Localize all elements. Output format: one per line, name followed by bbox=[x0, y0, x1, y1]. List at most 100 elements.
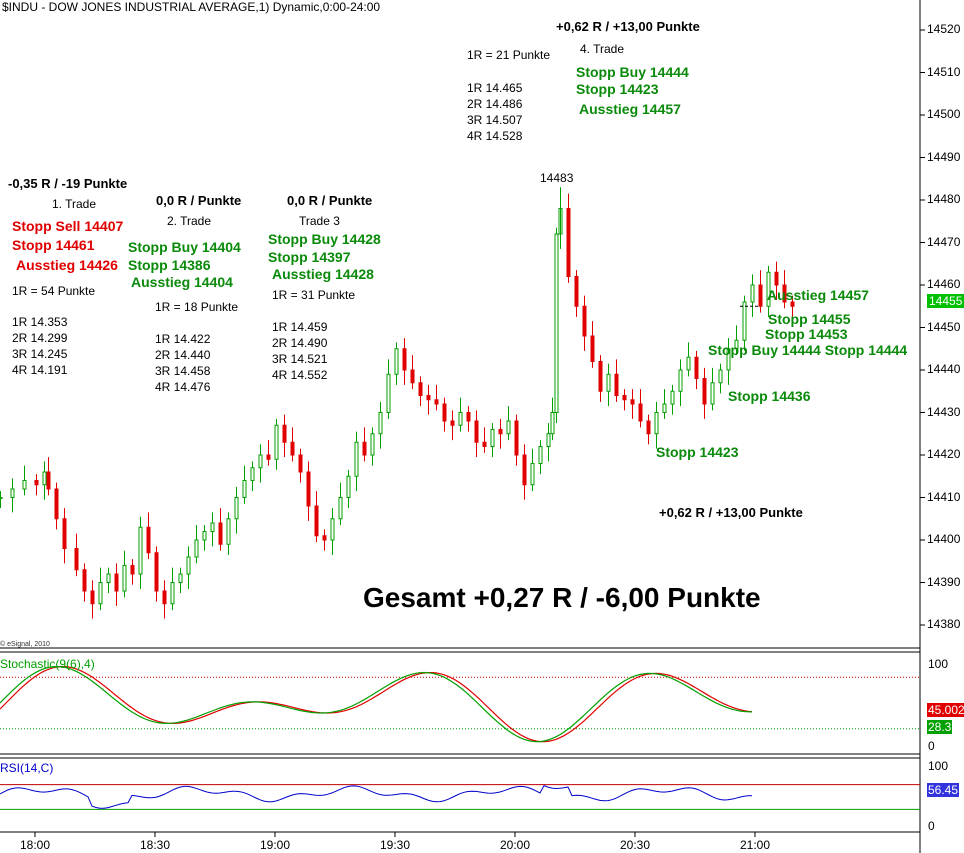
trade3-stop: Stopp 14397 bbox=[268, 249, 351, 265]
trade1-stop: Stopp 14461 bbox=[12, 237, 95, 253]
trade3-levels: 1R 14.459 2R 14.490 3R 14.521 4R 14.552 bbox=[272, 320, 328, 382]
trade1-exit: Ausstieg 14426 bbox=[16, 257, 118, 273]
candle-body bbox=[458, 412, 463, 426]
candle-body bbox=[522, 454, 527, 486]
price-tick-label: 14520 bbox=[927, 22, 961, 36]
candle-body bbox=[774, 271, 779, 286]
total-result: Gesamt +0,27 R / -6,00 Punkte bbox=[363, 582, 761, 613]
time-tick-label: 19:00 bbox=[259, 838, 291, 852]
candle-body bbox=[750, 284, 755, 303]
candle-body bbox=[338, 497, 343, 520]
price-tick-label: 14490 bbox=[927, 149, 961, 164]
price-tick-label: 14410 bbox=[927, 489, 961, 504]
candle-body bbox=[74, 548, 79, 571]
candle-body bbox=[490, 429, 495, 447]
candle-body bbox=[614, 373, 619, 396]
candle-body bbox=[290, 441, 295, 456]
candle-body bbox=[226, 518, 231, 545]
right-stop3: Stopp 14436 bbox=[728, 388, 811, 404]
candle-body bbox=[678, 369, 683, 392]
candle-body bbox=[550, 412, 555, 435]
candle-body bbox=[426, 395, 431, 401]
candle-body bbox=[98, 582, 103, 605]
time-tick-label: 20:30 bbox=[619, 838, 651, 852]
candle-body bbox=[162, 590, 167, 605]
candle-body bbox=[274, 424, 279, 460]
trade4-exit: Ausstieg 14457 bbox=[579, 101, 681, 117]
candle-body bbox=[354, 441, 359, 477]
candle-body bbox=[146, 526, 151, 554]
candle-body bbox=[782, 284, 787, 303]
stochastic-label: Stochastic(9(6),4) bbox=[0, 657, 95, 671]
candle-body bbox=[638, 403, 643, 422]
candle-body bbox=[402, 348, 407, 371]
trade2-stop: Stopp 14386 bbox=[128, 257, 211, 273]
price-tick-label: 14400 bbox=[927, 532, 961, 546]
candle-body bbox=[766, 271, 771, 307]
right-stop-buy: Stopp Buy 14444 Stopp 14444 bbox=[708, 342, 908, 358]
candle-body bbox=[258, 454, 263, 469]
candle-body bbox=[790, 301, 795, 307]
right-exit: Ausstieg 14457 bbox=[767, 287, 869, 303]
candle-body bbox=[466, 412, 471, 422]
candle-body bbox=[418, 382, 423, 396]
candle-body bbox=[646, 420, 651, 435]
candle-body bbox=[82, 569, 87, 592]
candle-body bbox=[538, 446, 543, 464]
candle-body bbox=[554, 233, 559, 413]
rsi-line bbox=[0, 784, 752, 809]
candle-body bbox=[90, 590, 95, 605]
stoch-axis-100: 100 bbox=[928, 657, 949, 671]
candle-body bbox=[62, 518, 67, 549]
candle-body bbox=[306, 471, 311, 507]
candle-body bbox=[726, 348, 731, 371]
chart-title: $INDU - DOW JONES INDUSTRIAL AVERAGE,1) … bbox=[2, 0, 381, 14]
candle-body bbox=[386, 373, 391, 413]
right-stop4: Stopp 14423 bbox=[656, 444, 739, 460]
candle-body bbox=[506, 420, 511, 435]
time-tick-label: 20:00 bbox=[499, 838, 531, 852]
trade4-name: 4. Trade bbox=[580, 42, 625, 56]
candle-body bbox=[434, 399, 439, 405]
candle-body bbox=[10, 488, 15, 498]
candle-body bbox=[322, 535, 327, 541]
price-tick-label: 14450 bbox=[927, 319, 961, 334]
candle-body bbox=[46, 471, 51, 490]
candle-body bbox=[266, 454, 271, 460]
price-tick-label: 14480 bbox=[927, 192, 961, 206]
candle-body bbox=[590, 335, 595, 362]
candle-body bbox=[546, 433, 551, 447]
high-label: 14483 bbox=[540, 171, 574, 185]
candle-body bbox=[42, 471, 47, 486]
candle-body bbox=[154, 552, 159, 592]
candle-body bbox=[34, 480, 39, 486]
trade4-stop-buy: Stopp Buy 14444 bbox=[576, 64, 689, 80]
candle-body bbox=[662, 403, 667, 413]
candle-body bbox=[606, 373, 611, 392]
price-tick-label: 14470 bbox=[927, 234, 961, 249]
candle-body bbox=[442, 403, 447, 422]
candle-body bbox=[282, 424, 287, 443]
right-stop1: Stopp 14455 bbox=[768, 311, 851, 327]
time-tick-label: 18:00 bbox=[19, 838, 51, 852]
candle-body bbox=[702, 378, 707, 405]
candle-body bbox=[710, 382, 715, 405]
candle-body bbox=[362, 441, 367, 456]
price-tick-label: 14440 bbox=[927, 362, 961, 376]
candle-body bbox=[758, 284, 763, 307]
candle-body bbox=[718, 369, 723, 384]
candle-body bbox=[130, 565, 135, 575]
candle-body bbox=[498, 429, 503, 435]
trade2-exit: Ausstieg 14404 bbox=[131, 274, 233, 290]
trade1-r: 1R = 54 Punkte bbox=[12, 284, 96, 298]
trade2-stop-buy: Stopp Buy 14404 bbox=[128, 239, 241, 255]
rsi-value: 56.45 bbox=[927, 783, 960, 797]
price-tick-label: 14510 bbox=[927, 64, 961, 79]
candle-body bbox=[622, 395, 627, 401]
price-tick-label: 14390 bbox=[927, 574, 961, 589]
candle-body bbox=[330, 518, 335, 541]
stoch-value-green: 28.3 bbox=[927, 720, 953, 734]
right-result: +0,62 R / +13,00 Punkte bbox=[659, 505, 803, 520]
